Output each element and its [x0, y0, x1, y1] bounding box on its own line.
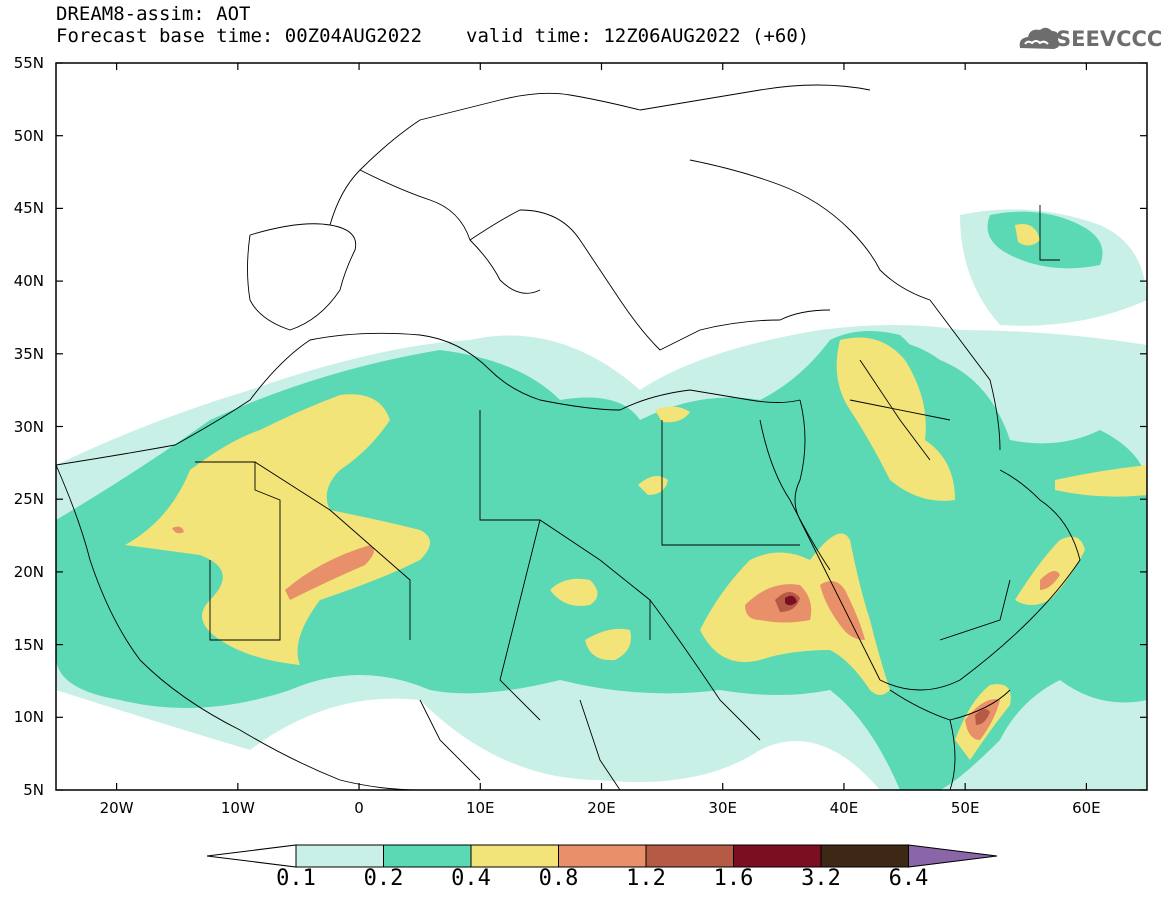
colorbar-high-arrow [908, 844, 998, 868]
colorbar-bin-2 [470, 844, 559, 868]
lon-tick-label: 60E [1072, 799, 1101, 817]
aot-field [56, 209, 1147, 790]
lat-tick-label: 35N [13, 344, 44, 363]
colorbar-label: 6.4 [888, 866, 929, 891]
lon-tick-label: 30E [708, 799, 737, 817]
seevccc-logo [1019, 27, 1060, 49]
valid-time: valid time: 12Z06AUG2022 (+60) [466, 25, 810, 47]
lon-tick-label: 10E [465, 799, 495, 817]
colorbar-bin-1 [383, 844, 472, 868]
map-title: DREAM8-assim: AOT [56, 3, 251, 25]
lat-tick-label: 50N [13, 126, 44, 145]
colorbar-label: 1.6 [713, 866, 754, 891]
lon-tick-label: 20W [99, 799, 134, 817]
colorbar [206, 844, 998, 868]
lat-tick-label: 40N [13, 272, 44, 291]
colorbar-bin-5 [733, 844, 822, 868]
forecast-times: Forecast base time: 00Z04AUG2022 valid ti… [56, 26, 809, 46]
lat-tick-label: 20N [13, 562, 44, 581]
colorbar-bin-3 [558, 844, 647, 868]
lon-tick-label: 10W [220, 799, 255, 817]
lat-tick-label: 55N [13, 54, 44, 72]
lat-tick-label: 5N [23, 781, 44, 799]
lon-tick-label: 20E [587, 799, 616, 817]
lat-tick-label: 25N [13, 490, 44, 509]
colorbar-label: 1.2 [626, 866, 666, 891]
lat-tick-label: 15N [13, 635, 44, 654]
lon-tick-label: 50E [950, 799, 980, 817]
colorbar-label: 0.2 [363, 866, 404, 891]
colorbar-label: 0.8 [538, 866, 579, 891]
colorbar-bin-6 [820, 844, 909, 868]
forecast-base-time: Forecast base time: 00Z04AUG2022 [56, 25, 423, 47]
colorbar-bin-0 [295, 844, 384, 868]
colorbar-label: 0.1 [276, 866, 316, 891]
colorbar-label: 0.4 [451, 866, 491, 891]
lon-tick-label: 40E [829, 799, 859, 817]
colorbar-bin-4 [645, 844, 734, 868]
coastlines-borders [55, 84, 1081, 791]
lat-tick-label: 45N [13, 199, 44, 218]
axis-ticks [56, 62, 1147, 791]
colorbar-low-arrow [206, 844, 297, 868]
colorbar-label: 3.2 [801, 866, 841, 891]
logo-text: SEEVCCC [1056, 27, 1163, 51]
lat-tick-label: 10N [13, 708, 44, 727]
lat-tick-label: 30N [13, 417, 44, 436]
lon-tick-label: 0 [354, 799, 364, 817]
